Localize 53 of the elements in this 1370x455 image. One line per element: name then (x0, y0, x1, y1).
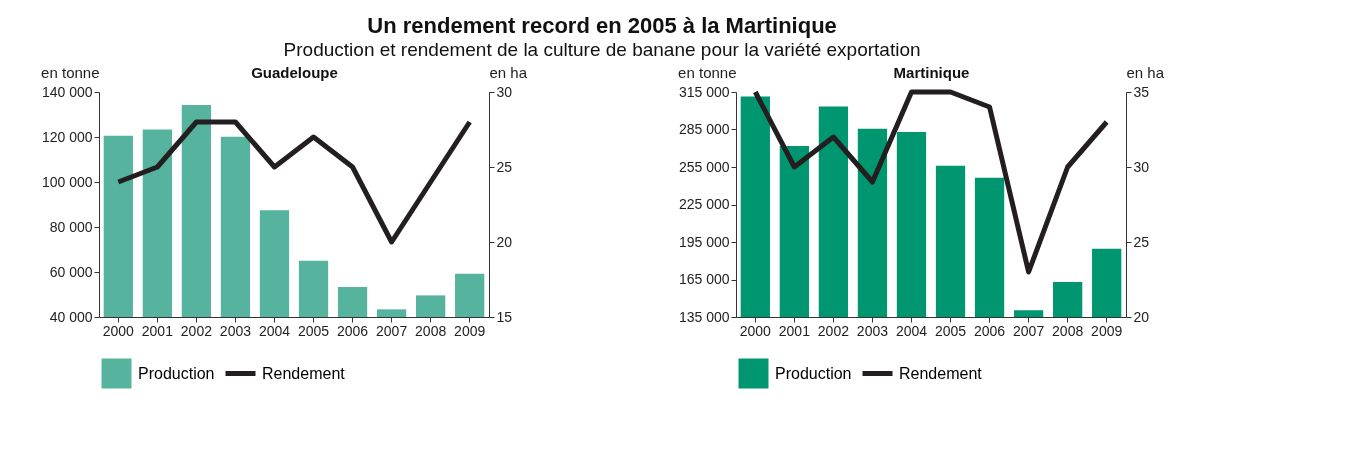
y2-axis-title: en ha (1126, 63, 1165, 81)
y-tick-label: 225 000 (678, 196, 730, 212)
x-tick-label: 2004 (895, 322, 928, 339)
y2-axis-title: en ha (489, 63, 528, 81)
y2-tick-label: 30 (1133, 158, 1150, 175)
y-tick-label: 80 000 (49, 218, 93, 235)
x-axis-title: Martinique (893, 63, 970, 81)
y-tick-label: 40 000 (49, 308, 93, 325)
y2-tick-label: 20 (1133, 308, 1150, 325)
x-tick-label: 2007 (376, 322, 408, 339)
y-tick-label: 120 000 (41, 128, 93, 145)
x-axis-title: Guadeloupe (251, 63, 338, 81)
y2-tick-label: 15 (496, 308, 513, 325)
y-tick-label: 315 000 (678, 83, 730, 100)
x-tick-label: 2006 (336, 322, 369, 339)
y-tick-label: 135 000 (678, 308, 730, 325)
x-tick-label: 2004 (258, 322, 291, 339)
x-tick-label: 2002 (180, 322, 213, 339)
y-tick-label: 165 000 (678, 271, 730, 287)
x-tick-label: 2009 (1091, 322, 1123, 339)
x-tick-label: 2005 (297, 322, 330, 339)
legend-label: Production (138, 364, 215, 382)
y2-tick-label: 25 (496, 158, 513, 175)
y2-tick-label: 25 (1133, 233, 1150, 250)
y2-tick-label: 30 (496, 83, 513, 100)
x-tick-label: 2003 (856, 322, 889, 339)
x-tick-label: 2001 (778, 322, 811, 339)
x-tick-label: 2002 (817, 322, 850, 339)
y-tick-label: 195 000 (678, 233, 730, 250)
x-tick-label: 2008 (415, 322, 447, 339)
x-tick-label: 2006 (973, 322, 1006, 339)
y-axis-title: en tonne (678, 63, 737, 81)
x-tick-label: 2000 (739, 322, 772, 339)
text: Production et rendement de la culture de banane pour la variété exportation (283, 39, 921, 60)
x-tick-label: 2009 (454, 322, 486, 339)
x-tick-label: 2001 (141, 322, 174, 339)
y2-tick-label: 35 (1133, 83, 1150, 100)
x-tick-label: 2003 (219, 322, 252, 339)
x-tick-label: 2005 (934, 322, 967, 339)
y-tick-label: 100 000 (41, 173, 93, 190)
y-tick-label: 285 000 (678, 121, 730, 137)
y2-tick-label: 20 (496, 233, 513, 250)
y-axis-title: en tonne (41, 63, 100, 81)
y-tick-label: 255 000 (678, 158, 730, 175)
x-tick-label: 2007 (1013, 322, 1045, 339)
legend-label: Rendement (899, 364, 983, 382)
x-tick-label: 2008 (1052, 322, 1084, 339)
y-tick-label: 60 000 (49, 263, 93, 280)
legend-label: Production (775, 364, 852, 382)
legend-label: Rendement (262, 364, 346, 382)
x-tick-label: 2000 (102, 322, 135, 339)
y-tick-label: 140 000 (41, 83, 93, 100)
text: Un rendement record en 2005 à la Martinique (367, 13, 837, 38)
